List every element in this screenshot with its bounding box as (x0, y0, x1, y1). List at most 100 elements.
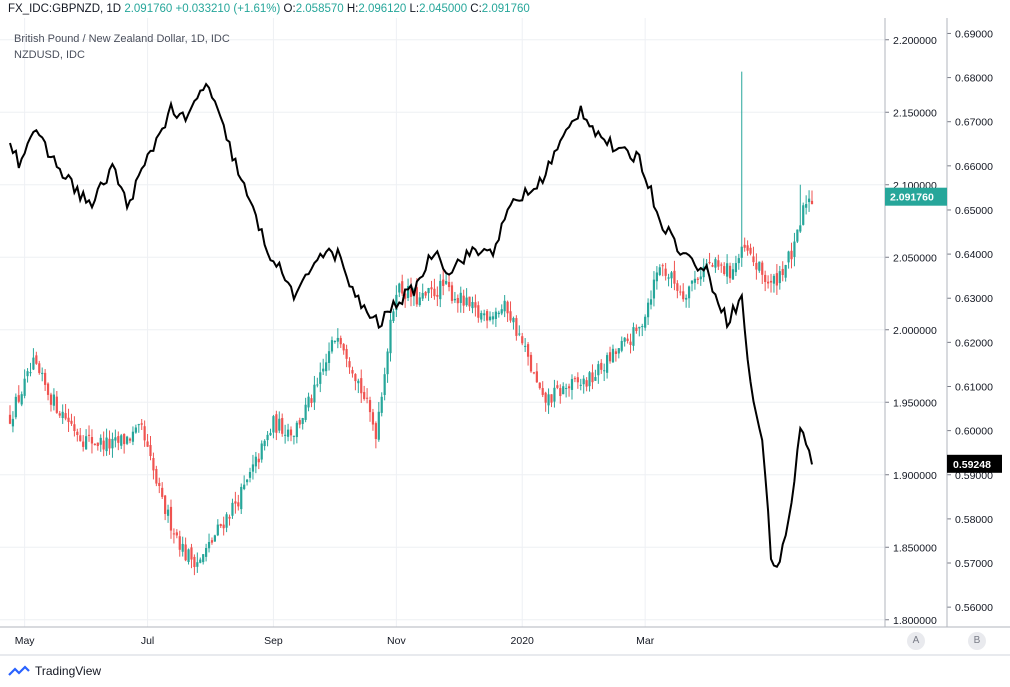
candle-body (570, 378, 574, 390)
candle-body (202, 554, 205, 563)
candle-body (149, 445, 152, 457)
overlay-layer (9, 82, 813, 568)
candle-body (547, 394, 550, 406)
open-value: 2.058570 (295, 3, 344, 15)
candle-body (649, 299, 653, 305)
candle-body (205, 547, 208, 557)
candle-body (652, 279, 656, 299)
candle-body (85, 436, 88, 450)
y-right-tick-label: 0.68000 (955, 73, 993, 85)
main-series-legend[interactable]: British Pound / New Zealand Dollar, 1D, … (14, 33, 230, 45)
symbol-header: FX_IDC:GBPNZD, 1D 2.091760 +0.033210 (+1… (8, 3, 530, 15)
candle-body (582, 378, 585, 385)
candle-body (620, 340, 623, 351)
candle-body (275, 414, 278, 433)
candle-body (284, 434, 287, 436)
candle-body (260, 443, 263, 460)
tradingview-logo-icon (8, 665, 30, 676)
candle-body (787, 251, 790, 263)
candle-body (281, 418, 284, 434)
candle-body (152, 458, 155, 471)
candle-body (655, 272, 658, 282)
high-value: 2.096120 (358, 3, 407, 15)
candle-body (696, 278, 699, 280)
candle-body (465, 297, 468, 306)
candle-body (292, 435, 296, 437)
candle-body (433, 288, 436, 297)
gbpnzd-price-badge (885, 187, 947, 206)
candle-body (316, 384, 319, 386)
candle-body (330, 340, 334, 352)
candle-body (562, 386, 565, 395)
candle-body (641, 326, 644, 328)
candle-body (93, 443, 96, 445)
candle-body (199, 559, 202, 563)
tradingview-logo[interactable]: TradingView (8, 664, 101, 678)
candle-body (500, 309, 503, 314)
candle-body (87, 434, 91, 436)
candle-body (687, 286, 691, 299)
candle-body (743, 244, 746, 248)
candle-body (137, 424, 140, 426)
candle-body (781, 268, 784, 275)
low-value: 2.045000 (419, 3, 468, 15)
candle-body (702, 266, 705, 278)
candle-body (99, 437, 102, 445)
y-left-tick-label: 2.150000 (893, 107, 937, 119)
candle-body (726, 263, 729, 277)
candle-body (506, 301, 509, 314)
candle-body (248, 471, 252, 478)
candle-body (38, 363, 41, 373)
brand-name: TradingView (35, 664, 102, 678)
auto-scale-button[interactable]: A (907, 632, 925, 650)
x-tick-label: Sep (264, 635, 283, 647)
candle-body (374, 423, 377, 439)
candle-body (468, 296, 471, 307)
candle-body (164, 495, 167, 514)
candle-body (196, 562, 199, 567)
candle-body (351, 370, 354, 374)
candle-body (240, 486, 243, 510)
candle-body (515, 318, 518, 336)
candle-body (368, 400, 372, 413)
candle-body (64, 413, 67, 419)
gbpnzd-price-badge-text: 2.091760 (890, 192, 934, 204)
overlay-series-legend[interactable]: NZDUSD, IDC (14, 49, 85, 61)
candle-body (673, 270, 676, 284)
candle-body (608, 352, 612, 362)
y-left-tick-label: 2.200000 (893, 35, 937, 47)
symbol-label[interactable]: FX_IDC:GBPNZD, 1D (8, 3, 122, 15)
y-right-tick-label: 0.64000 (955, 249, 993, 261)
candle-body (626, 338, 629, 342)
candle-body (778, 271, 781, 284)
candle-body (421, 292, 424, 299)
candle-body (784, 265, 787, 278)
candle-body (418, 297, 421, 306)
candle-body (661, 265, 664, 267)
candle-body (181, 543, 184, 552)
candle-body (755, 262, 758, 270)
candle-body (802, 205, 805, 225)
close-label: C: (470, 3, 482, 15)
candle-body (90, 437, 94, 444)
candle-body (486, 311, 489, 321)
candle-body (567, 386, 571, 389)
candle-body (213, 535, 216, 542)
candle-body (664, 268, 667, 276)
candle-body (693, 278, 697, 283)
candles-layer (8, 71, 814, 576)
candle-body (606, 355, 609, 373)
candle-body (556, 385, 559, 388)
scale-b-button[interactable]: B (968, 632, 986, 650)
candle-body (123, 433, 126, 445)
candle-body (711, 265, 714, 267)
candle-body (509, 311, 512, 321)
candle-body (169, 506, 173, 531)
candle-body (409, 285, 413, 297)
candle-body (550, 394, 553, 403)
y-right-tick-label: 0.65000 (955, 205, 993, 217)
candle-body (58, 413, 61, 416)
grid-layer (0, 18, 885, 627)
